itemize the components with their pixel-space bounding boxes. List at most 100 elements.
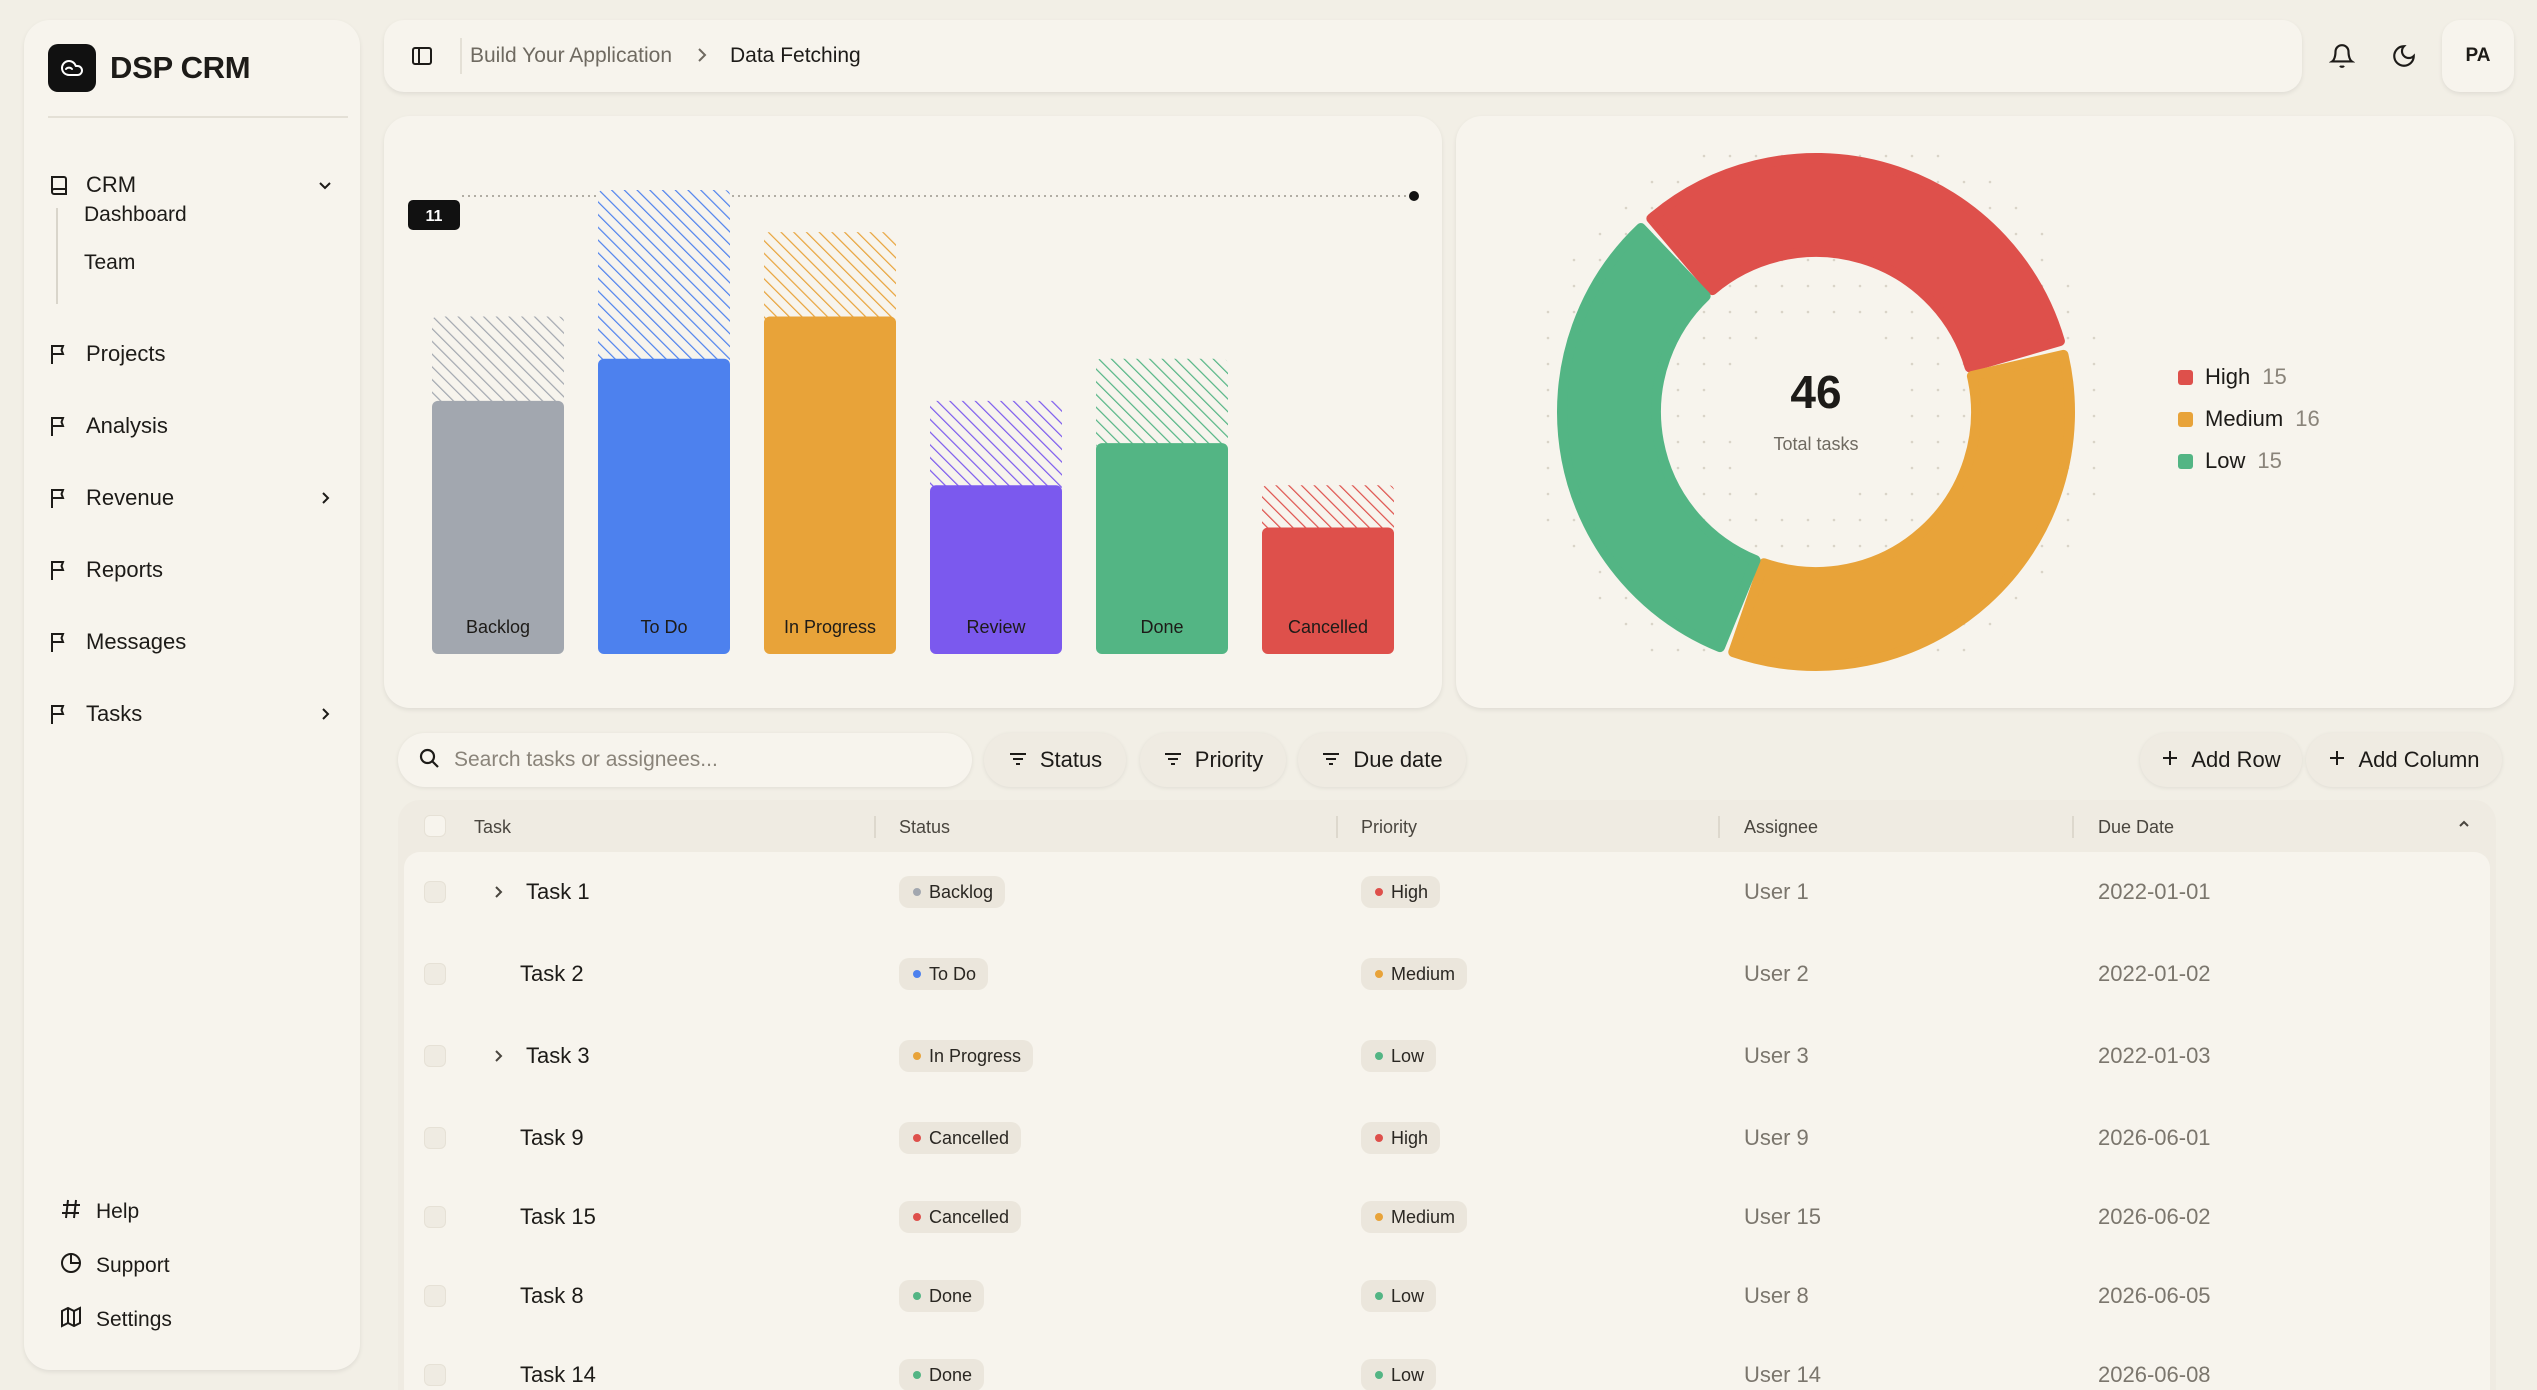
chevron-down-icon[interactable] (314, 174, 336, 196)
chevron-right-icon[interactable] (488, 1045, 510, 1067)
bell-icon[interactable] (2306, 20, 2378, 92)
table-row[interactable]: Task 15 Cancelled Medium User 15 2026-06-02 (404, 1177, 2490, 1257)
due-date: 2026-06-05 (2098, 1283, 2211, 1308)
due-date: 2026-06-01 (2098, 1125, 2211, 1150)
column-header-priority[interactable]: Priority (1361, 817, 1418, 837)
status-label: Done (929, 1285, 973, 1306)
sidebar-item-projects[interactable]: Projects (48, 331, 336, 377)
status-label: Cancelled (929, 1127, 1010, 1148)
table-row[interactable]: Task 9 Cancelled High User 9 2026-06-01 (404, 1098, 2490, 1178)
sidebar-item-tasks[interactable]: Tasks (48, 691, 336, 737)
legend-item-low: Low 15 (2178, 440, 2320, 482)
due-date: 2022-01-02 (2098, 961, 2211, 986)
assignee: User 15 (1744, 1204, 1822, 1229)
sidebar-item-revenue[interactable]: Revenue (48, 475, 336, 521)
chevron-right-icon[interactable] (314, 487, 336, 509)
status-badge: Cancelled (899, 1122, 1022, 1154)
row-checkbox[interactable] (424, 1206, 446, 1228)
row-checkbox[interactable] (424, 881, 446, 903)
due-date: 2026-06-08 (2098, 1362, 2211, 1387)
row-checkbox[interactable] (424, 1364, 446, 1386)
search-box[interactable] (398, 733, 972, 787)
sidebar-item-crm[interactable]: CRM (48, 162, 336, 208)
bar-in-progress[interactable]: In Progress (764, 232, 896, 654)
chevron-right-icon[interactable] (488, 881, 510, 903)
legend-label: High (2205, 364, 2251, 389)
table-row[interactable]: Task 14 Done Low User 14 2026-06-08 (404, 1335, 2490, 1390)
bar-cancelled[interactable]: Cancelled (1262, 485, 1394, 654)
pie-chart-icon (60, 1252, 82, 1280)
filter-status-button[interactable]: Status (984, 733, 1126, 787)
sidebar-item-label: Reports (86, 557, 164, 582)
row-checkbox[interactable] (424, 1045, 446, 1067)
filter-priority-button[interactable]: Priority (1140, 733, 1286, 787)
table-row[interactable]: Task 2 To Do Medium User 2 2022-01-02 (404, 934, 2490, 1014)
priority-dot (1375, 1292, 1383, 1300)
sidebar-item-reports[interactable]: Reports (48, 547, 336, 593)
assignee: User 14 (1744, 1362, 1822, 1387)
bar-backlog[interactable]: Backlog (432, 316, 564, 654)
donut-slice-low[interactable] (1557, 223, 1761, 653)
select-all-checkbox[interactable] (424, 815, 446, 837)
sidebar-footer-support[interactable]: Support (60, 1252, 170, 1280)
sidebar-item-messages[interactable]: Messages (48, 619, 336, 665)
sidebar-subitem-dashboard[interactable]: Dashboard (84, 203, 187, 226)
breadcrumb-parent[interactable]: Build Your Application (470, 44, 672, 67)
avatar[interactable]: PA (2442, 20, 2514, 92)
sidebar-item-label: CRM (86, 172, 137, 197)
due-date: 2022-01-03 (2098, 1043, 2211, 1068)
bar-solid-segment (1096, 443, 1228, 654)
moon-icon[interactable] (2368, 20, 2440, 92)
donut-chart-svg: 46 Total tasks (1546, 153, 2096, 671)
chevron-right-icon[interactable] (314, 703, 336, 725)
priority-dot (1375, 970, 1383, 978)
row-checkbox[interactable] (424, 963, 446, 985)
task-name: Task 15 (520, 1204, 596, 1229)
column-header-status[interactable]: Status (899, 817, 951, 837)
sidebar-item-analysis[interactable]: Analysis (48, 403, 336, 449)
flag-icon (48, 631, 70, 653)
chevron-up-icon[interactable] (2456, 816, 2472, 837)
bar-hatched-segment (764, 232, 896, 323)
column-header-due-date[interactable]: Due Date (2098, 817, 2175, 837)
sidebar-footer-help[interactable]: Help (60, 1198, 139, 1226)
bar-hatched-segment (1262, 485, 1394, 534)
status-label: In Progress (929, 1045, 1022, 1066)
column-header-assignee[interactable]: Assignee (1744, 817, 1819, 837)
row-checkbox[interactable] (424, 1285, 446, 1307)
sidebar-toggle-icon[interactable] (410, 44, 434, 73)
add-column-button[interactable]: Add Column (2306, 733, 2502, 787)
table-row[interactable]: Task 3 In Progress Low User 3 2022-01-03 (404, 1016, 2490, 1096)
top-bar: Build Your Application Data Fetching (384, 20, 2302, 92)
bar-done[interactable]: Done (1096, 358, 1228, 654)
flag-icon (48, 415, 70, 437)
priority-dot (1375, 1371, 1383, 1379)
sidebar-item-label: Tasks (86, 701, 143, 726)
add-row-button[interactable]: Add Row (2140, 733, 2302, 787)
sidebar-footer-settings[interactable]: Settings (60, 1306, 172, 1334)
table-row[interactable]: Task 8 Done Low User 8 2026-06-05 (404, 1256, 2490, 1336)
priority-donut-chart: 46 Total tasks High 15 Medium 16 Low 15 (1456, 116, 2514, 708)
column-header-task[interactable]: Task (474, 817, 512, 837)
status-label: Backlog (929, 881, 994, 902)
bar-review[interactable]: Review (930, 400, 1062, 654)
sidebar-subitem-team[interactable]: Team (84, 251, 136, 274)
sidebar-divider (48, 116, 348, 118)
brand[interactable]: DSP CRM (48, 44, 251, 92)
bar-to-do[interactable]: To Do (598, 190, 730, 654)
assignee: User 2 (1744, 961, 1809, 986)
row-checkbox[interactable] (424, 1127, 446, 1149)
donut-slice-high[interactable] (1646, 153, 2065, 373)
filter-icon (1321, 747, 1341, 773)
flag-icon (48, 343, 70, 365)
priority-badge: Medium (1361, 958, 1468, 990)
max-marker-label: 11 (426, 208, 443, 225)
search-input[interactable] (454, 748, 934, 772)
legend-count: 15 (2257, 448, 2282, 473)
status-badge: Done (899, 1359, 985, 1390)
filter-due-date-button[interactable]: Due date (1298, 733, 1466, 787)
table-row[interactable]: Task 1 Backlog High User 1 2022-01-01 (404, 852, 2490, 932)
donut-slice-medium[interactable] (1728, 349, 2075, 671)
due-date: 2026-06-02 (2098, 1204, 2211, 1229)
priority-label: Low (1391, 1364, 1425, 1385)
